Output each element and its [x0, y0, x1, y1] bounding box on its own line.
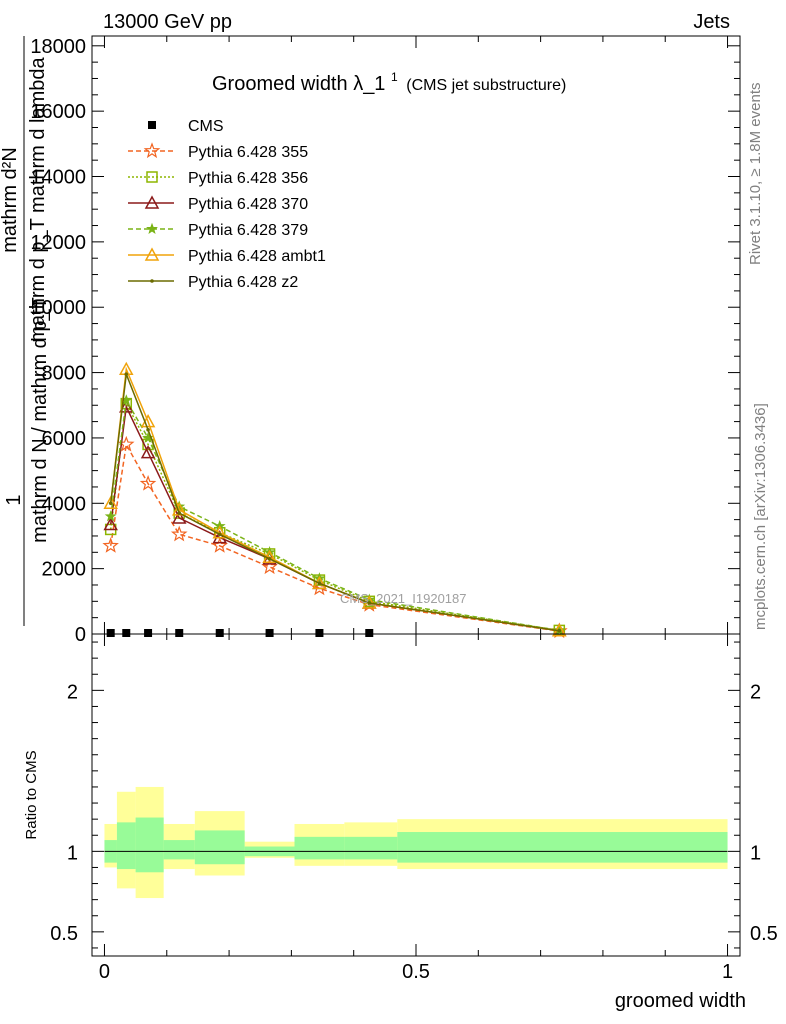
legend-marker-pythia-6-428-355 — [143, 142, 161, 159]
legend-label-pythia-6-428-z2: Pythia 6.428 z2 — [188, 274, 298, 291]
data-point-pythia-6-428-355 — [102, 537, 119, 553]
data-point-pythia-6-428-370 — [171, 510, 187, 524]
title-symbol: λ_1 — [353, 73, 385, 95]
ylabel-numerator: 1 — [3, 494, 25, 505]
data-point-pythia-6-428-355 — [170, 525, 188, 542]
data-point-pythia-6-428-355 — [211, 537, 229, 553]
stat-uncertainty-band — [116, 822, 136, 870]
ylabel-denominator: mathrm d N / mathrm d p_T — [29, 297, 51, 543]
data-point-cms — [106, 629, 115, 637]
y-tick-label: 0 — [75, 624, 86, 646]
x-axis-label: groomed width — [615, 990, 746, 1012]
stat-uncertainty-band — [344, 836, 398, 860]
data-point-pythia-6-428-370 — [103, 516, 118, 531]
data-point-pythia-6-428-355 — [261, 558, 278, 575]
y-tick-label: 16000 — [30, 101, 86, 123]
data-point-pythia-6-428-z2 — [124, 372, 129, 377]
ratio-y-tick-label: 2 — [67, 681, 78, 703]
data-point-pythia-6-428-ambt1 — [103, 495, 118, 510]
main-axis-ticks: 0 2000 4000 6000 8000 10000 12000 14000 16000 180… — [30, 36, 740, 646]
data-point-cms — [175, 629, 184, 637]
legend-label-pythia-6-428-370: Pythia 6.428 370 — [188, 196, 308, 213]
main-y-axis-label: 1 mathrm d N / mathrm d p_T mathrm d²N m… — [0, 36, 51, 626]
y-tick-label: 14000 — [30, 167, 86, 189]
ratio-y-axis-label: Ratio to CMS — [23, 750, 40, 839]
data-point-pythia-6-428-z2 — [177, 511, 182, 515]
ratio-y-tick-label-right: 0.5 — [750, 923, 778, 945]
series-line-pythia-6-428-ambt1 — [109, 366, 560, 632]
x-tick-label: 0 — [99, 961, 110, 983]
legend-marker-pythia-6-428-356 — [146, 171, 158, 183]
data-point-pythia-6-428-z2 — [108, 501, 113, 506]
mcplots-label: mcplots.cern.ch [arXiv:1306.3436] — [752, 403, 769, 630]
legend-label-pythia-6-428-379: Pythia 6.428 379 — [188, 222, 308, 239]
analysis-watermark: CMS_2021_I1920187 — [340, 591, 467, 606]
stat-uncertainty-band — [194, 830, 245, 865]
svg-text:Groomed width λ_1: Groomed width λ_1 1 (CMS jet substructur… — [212, 64, 566, 95]
series-line-pythia-6-428-355 — [109, 442, 560, 632]
ratio-y-tick-label-right: 2 — [750, 681, 761, 703]
legend-label-pythia-6-428-356: Pythia 6.428 356 — [188, 170, 308, 187]
y-tick-label: 18000 — [30, 36, 86, 58]
legend: CMS Pythia 6.428 355 Pythia 6.428 356 Pythi… — [128, 118, 326, 291]
ratio-y-tick-label: 0.5 — [50, 923, 78, 945]
ratio-frame — [91, 633, 741, 957]
legend-marker-pythia-6-428-ambt1 — [144, 247, 160, 261]
main-data-series — [102, 361, 568, 639]
ratio-y-tick-label: 1 — [67, 842, 78, 864]
title-text: Groomed width — [212, 73, 348, 95]
data-point-pythia-6-428-z2 — [317, 581, 322, 586]
data-point-pythia-6-428-370 — [140, 445, 156, 459]
y-tick-label: 10000 — [30, 297, 86, 319]
ylabel-line-3: mathrm d²N — [0, 147, 21, 253]
y-tick-label: 4000 — [42, 493, 87, 515]
legend-marker-pythia-6-428-z2 — [150, 279, 154, 283]
stat-uncertainty-band — [135, 817, 164, 873]
data-point-pythia-6-428-z2 — [217, 532, 222, 537]
x-tick-label: 1 — [722, 961, 733, 983]
ratio-uncertainty-bands — [104, 786, 728, 899]
main-plot-panel: 0 2000 4000 6000 8000 10000 12000 14000 16000 180… — [0, 35, 741, 646]
process-label: Jets — [693, 11, 730, 33]
legend-label-pythia-6-428-355: Pythia 6.428 355 — [188, 144, 308, 161]
data-point-cms — [144, 629, 153, 637]
stat-uncertainty-band — [397, 832, 728, 863]
y-tick-label: 12000 — [30, 232, 86, 254]
data-point-cms — [315, 629, 324, 637]
data-point-cms — [265, 629, 274, 637]
energy-label: 13000 GeV pp — [103, 11, 232, 33]
ratio-plot-panel: 0.5 0.5 1 1 2 2 0 0.5 1 Ratio to CMS groomed wid… — [23, 633, 778, 1012]
y-tick-label: 8000 — [42, 363, 87, 385]
series-line-pythia-6-428-z2 — [109, 373, 560, 632]
data-point-pythia-6-428-355 — [139, 475, 157, 491]
stat-uncertainty-band — [294, 836, 345, 860]
data-point-pythia-6-428-ambt1 — [312, 575, 327, 590]
ratio-y-tick-label-right: 1 — [750, 842, 761, 864]
title-superscript: 1 — [391, 70, 398, 84]
rivet-version-label: Rivet 3.1.10, ≥ 1.8M events — [747, 83, 764, 266]
data-point-pythia-6-428-z2 — [146, 427, 150, 432]
ratio-axis-ticks: 0.5 0.5 1 1 2 2 0 0.5 1 — [50, 634, 778, 983]
legend-label-pythia-6-428-ambt1: Pythia 6.428 ambt1 — [188, 248, 326, 265]
y-tick-label: 6000 — [42, 428, 87, 450]
data-point-pythia-6-428-z2 — [367, 601, 372, 605]
data-point-pythia-6-428-z2 — [267, 557, 272, 561]
stat-uncertainty-band — [163, 840, 195, 860]
plot-title: Groomed width λ_1 1 (CMS jet substructur… — [212, 64, 566, 95]
legend-marker-cms — [148, 121, 156, 129]
x-tick-label: 0.5 — [402, 961, 430, 983]
data-point-cms — [365, 629, 374, 637]
legend-marker-pythia-6-428-379 — [146, 222, 158, 234]
data-point-cms — [122, 629, 131, 637]
legend-marker-pythia-6-428-370 — [144, 195, 160, 209]
ylabel-line-4: mathrm d p_T mathrm d lambda — [27, 56, 49, 342]
data-point-pythia-6-428-z2 — [557, 628, 562, 633]
data-point-cms — [215, 629, 224, 637]
title-subtitle: (CMS jet substructure) — [406, 77, 566, 94]
y-tick-label: 2000 — [42, 559, 87, 581]
data-point-pythia-6-428-379 — [104, 510, 117, 522]
legend-label-cms: CMS — [188, 118, 224, 135]
